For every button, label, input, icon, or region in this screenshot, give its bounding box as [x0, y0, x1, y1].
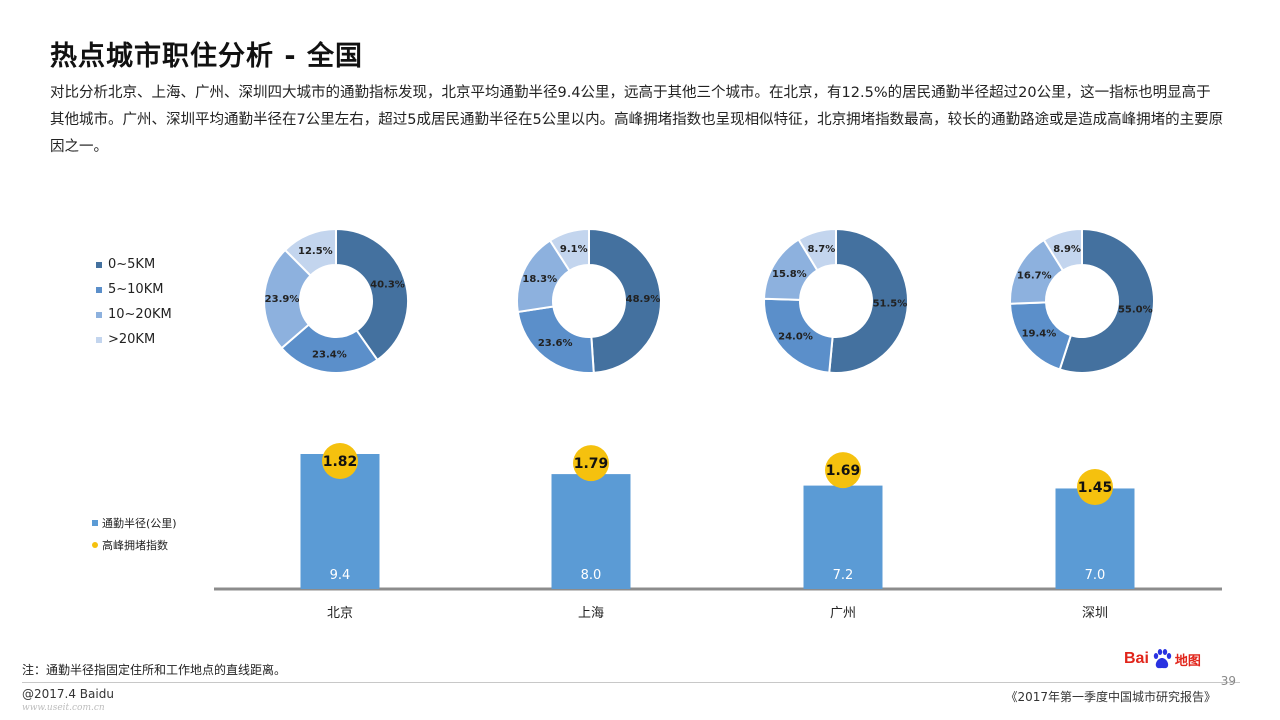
donut-slice-label: 51.5% [873, 299, 908, 310]
donut-slice [548, 227, 590, 273]
congestion-index-label: 1.82 [323, 454, 358, 470]
congestion-index-dot [573, 445, 609, 482]
logo-text-bai: Bai [1124, 650, 1149, 667]
congestion-index-label: 1.69 [826, 463, 861, 479]
congestion-index-dot [1077, 469, 1113, 506]
legend-label: 5~10KM [108, 282, 164, 297]
legend-item-0-5km: 0~5KM [96, 252, 172, 277]
congestion-index-label: 1.79 [574, 456, 609, 472]
donut-slice [763, 297, 834, 374]
bar-commute-radius [1055, 488, 1135, 589]
bar-commute-radius [551, 474, 631, 589]
page-number: 39 [1220, 674, 1236, 688]
footer-divider [22, 682, 1240, 683]
bar-legend: 通勤半径(公里) 高峰拥堵指数 [92, 512, 177, 556]
donut-slice-label: 23.6% [538, 338, 573, 349]
legend-item-commute-radius: 通勤半径(公里) [92, 512, 177, 534]
bar-value-label: 7.0 [1085, 568, 1106, 583]
category-label: 上海 [578, 606, 604, 621]
legend-label: 0~5KM [108, 257, 156, 272]
congestion-index-dot [322, 443, 358, 479]
distance-legend: 0~5KM 5~10KM 10~20KM >20KM [96, 252, 172, 352]
logo-text-map: 地图 [1174, 653, 1201, 669]
bar-value-label: 8.0 [581, 568, 602, 583]
legend-item-10-20km: 10~20KM [96, 302, 172, 327]
bar-value-label: 9.4 [330, 568, 351, 583]
category-label: 北京 [327, 606, 353, 621]
category-label: 广州 [830, 606, 856, 621]
donut-slice [516, 305, 595, 374]
legend-label: 10~20KM [108, 307, 172, 322]
donut-slice [797, 227, 837, 272]
report-title: 《2017年第一季度中国城市研究报告》 [1005, 690, 1216, 704]
donut-slice [588, 227, 662, 374]
donut-slice [263, 248, 312, 350]
bar-commute-radius [803, 485, 883, 589]
watermark: www.useit.com.cn [22, 703, 105, 713]
copyright: @2017.4 Baidu [22, 687, 114, 701]
donut-slice-label: 8.7% [808, 244, 836, 255]
congestion-index-dot [825, 452, 861, 489]
donut-slice-label: 55.0% [1118, 304, 1153, 315]
donut-slice-label: 9.1% [560, 244, 588, 255]
legend-swatch [96, 286, 102, 293]
legend-swatch [96, 311, 102, 318]
bar-value-label: 7.2 [833, 568, 854, 583]
page-title: 热点城市职住分析 - 全国 [50, 41, 364, 72]
donut-slice [828, 227, 910, 374]
donut-slice-label: 8.9% [1053, 244, 1081, 255]
legend-item-congestion-index: 高峰拥堵指数 [92, 534, 177, 556]
donut-slice-label: 15.8% [772, 269, 807, 280]
donut-slice-label: 48.9% [626, 294, 661, 305]
donut-slice-label: 16.7% [1017, 271, 1052, 282]
legend-swatch [92, 542, 98, 548]
donut-slice [283, 227, 337, 277]
footnote: 注：通勤半径指固定住所和工作地点的直线距离。 [22, 663, 287, 677]
donut-slice-label: 19.4% [1022, 329, 1057, 340]
paw-icon [1153, 649, 1172, 669]
legend-item-20km-plus: >20KM [96, 327, 172, 352]
legend-swatch [96, 336, 102, 343]
donut-slice [1042, 227, 1083, 272]
congestion-index-label: 1.45 [1078, 480, 1113, 496]
legend-label: >20KM [108, 332, 156, 347]
legend-item-5-10km: 5~10KM [96, 277, 172, 302]
donut-slice [1058, 227, 1155, 374]
legend-swatch [92, 520, 98, 526]
category-label: 深圳 [1082, 606, 1108, 621]
donut-slice-label: 23.4% [312, 350, 347, 361]
baidu-map-logo: Bai 地图 [1124, 648, 1201, 670]
summary-paragraph: 对比分析北京、上海、广州、深圳四大城市的通勤指标发现，北京平均通勤半径9.4公里… [50, 85, 1224, 155]
donut-slice-label: 18.3% [522, 274, 557, 285]
legend-label: 通勤半径(公里) [102, 517, 177, 530]
donut-slice-label: 24.0% [778, 332, 813, 343]
donut-slice-label: 23.9% [265, 294, 300, 305]
donut-slice-label: 12.5% [298, 246, 333, 257]
legend-swatch [96, 261, 102, 268]
legend-label: 高峰拥堵指数 [102, 539, 168, 552]
donut-slice-label: 40.3% [370, 280, 405, 291]
donut-slice [335, 227, 409, 362]
